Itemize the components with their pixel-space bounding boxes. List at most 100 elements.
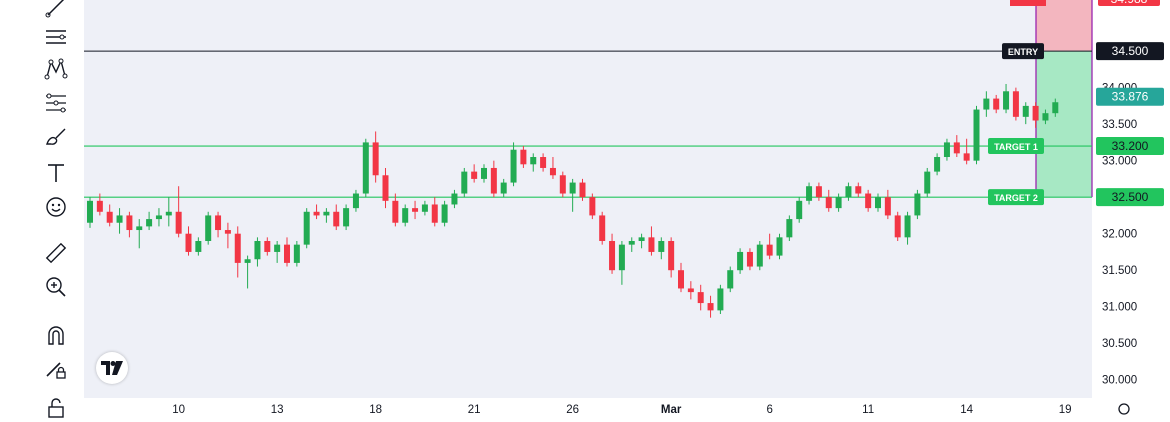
candle-body[interactable] [746, 251, 753, 267]
candle-body[interactable] [392, 200, 399, 223]
candle-body[interactable] [865, 193, 872, 209]
candle-body[interactable] [717, 288, 724, 311]
candle-body[interactable] [678, 270, 684, 289]
candle-body[interactable] [244, 259, 251, 263]
settings-gear-icon[interactable] [1118, 403, 1130, 415]
candle-body[interactable] [1012, 91, 1019, 117]
candle-body[interactable] [490, 167, 497, 194]
candle-body[interactable] [815, 186, 822, 198]
candle-body[interactable] [451, 193, 458, 205]
entry-label-box[interactable] [1002, 43, 1044, 60]
candle-body[interactable] [402, 208, 409, 223]
time-axis[interactable] [84, 398, 1092, 420]
candle-body[interactable] [579, 182, 586, 198]
candle-body[interactable] [835, 197, 842, 209]
candle-body[interactable] [894, 215, 901, 238]
candle-body[interactable] [756, 244, 763, 267]
candle-body[interactable] [875, 197, 881, 209]
candle-body[interactable] [589, 197, 596, 216]
candle-body[interactable] [1042, 113, 1049, 121]
price-chart[interactable]: ENTRY TARGET 1 TARGET 2 34.988 30.000 30.500 3… [84, 0, 1170, 420]
candle-body[interactable] [323, 211, 330, 216]
candle-body[interactable] [87, 200, 93, 223]
candle-body[interactable] [993, 98, 1000, 110]
text-tool[interactable] [38, 158, 74, 188]
candle-body[interactable] [96, 200, 103, 212]
candle-body[interactable] [500, 182, 507, 194]
candle-body[interactable] [934, 157, 941, 172]
candle-body[interactable] [106, 211, 113, 223]
candle-body[interactable] [205, 215, 212, 241]
candle-body[interactable] [264, 240, 271, 252]
candle-body[interactable] [382, 175, 389, 201]
candle-body[interactable] [648, 237, 655, 252]
candle-body[interactable] [628, 240, 635, 245]
candle-body[interactable] [855, 186, 862, 194]
candle-body[interactable] [195, 240, 202, 252]
candle-body[interactable] [303, 211, 310, 245]
candle-body[interactable] [569, 182, 576, 194]
candle-body[interactable] [284, 244, 290, 263]
candle-body[interactable] [963, 153, 970, 161]
pattern-tool[interactable] [38, 54, 74, 84]
candle-body[interactable] [520, 149, 527, 165]
target-2-label-box[interactable] [988, 189, 1044, 206]
candle-body[interactable] [638, 237, 645, 241]
candle-body[interactable] [953, 142, 960, 154]
candle-body[interactable] [116, 215, 123, 223]
candle-body[interactable] [461, 171, 468, 194]
candle-body[interactable] [687, 288, 694, 293]
candle-body[interactable] [973, 109, 980, 161]
candle-body[interactable] [1052, 102, 1059, 114]
candle-body[interactable] [362, 142, 369, 194]
fib-tool[interactable] [38, 88, 74, 118]
candle-body[interactable] [786, 219, 793, 238]
candle-body[interactable] [126, 215, 133, 231]
emoji-tool[interactable] [38, 192, 74, 222]
lock-pencil-tool[interactable] [38, 354, 74, 384]
candle-body[interactable] [146, 219, 153, 227]
candle-body[interactable] [549, 167, 556, 176]
candle-body[interactable] [1032, 105, 1039, 121]
candle-body[interactable] [510, 149, 517, 183]
candle-body[interactable] [983, 98, 990, 110]
candle-body[interactable] [155, 215, 162, 220]
candle-body[interactable] [707, 303, 714, 311]
candle-body[interactable] [697, 292, 704, 304]
profit-zone[interactable] [1036, 51, 1092, 198]
candle-body[interactable] [766, 244, 773, 256]
candle-body[interactable] [481, 167, 487, 179]
stop-zone[interactable] [1036, 0, 1092, 52]
candle-body[interactable] [372, 142, 379, 176]
candle-body[interactable] [845, 186, 852, 198]
candle-body[interactable] [825, 197, 832, 209]
candle-body[interactable] [293, 244, 300, 263]
unlock-tool[interactable] [38, 392, 74, 422]
candle-body[interactable] [333, 211, 340, 227]
candle-body[interactable] [727, 270, 734, 289]
candle-body[interactable] [431, 204, 438, 223]
candle-body[interactable] [668, 240, 675, 271]
candle-body[interactable] [254, 240, 261, 260]
candle-body[interactable] [924, 171, 931, 194]
candle-body[interactable] [136, 226, 143, 231]
candle-body[interactable] [914, 193, 921, 216]
candle-body[interactable] [234, 233, 241, 263]
candle-body[interactable] [343, 208, 350, 227]
candle-body[interactable] [1003, 91, 1010, 110]
candle-body[interactable] [618, 244, 625, 271]
candle-body[interactable] [599, 215, 606, 241]
candle-body[interactable] [943, 142, 950, 158]
candle-body[interactable] [796, 200, 803, 220]
candle-body[interactable] [421, 204, 428, 212]
candle-body[interactable] [904, 215, 911, 238]
trend-line-tool[interactable] [38, 0, 74, 22]
candle-body[interactable] [530, 157, 537, 165]
candle-body[interactable] [313, 211, 320, 216]
candle-body[interactable] [412, 208, 419, 212]
candle-body[interactable] [1022, 105, 1029, 117]
horizontal-lines-tool[interactable] [38, 22, 74, 52]
candle-body[interactable] [352, 193, 359, 209]
candle-body[interactable] [540, 157, 547, 168]
price-axis[interactable] [1092, 0, 1170, 420]
